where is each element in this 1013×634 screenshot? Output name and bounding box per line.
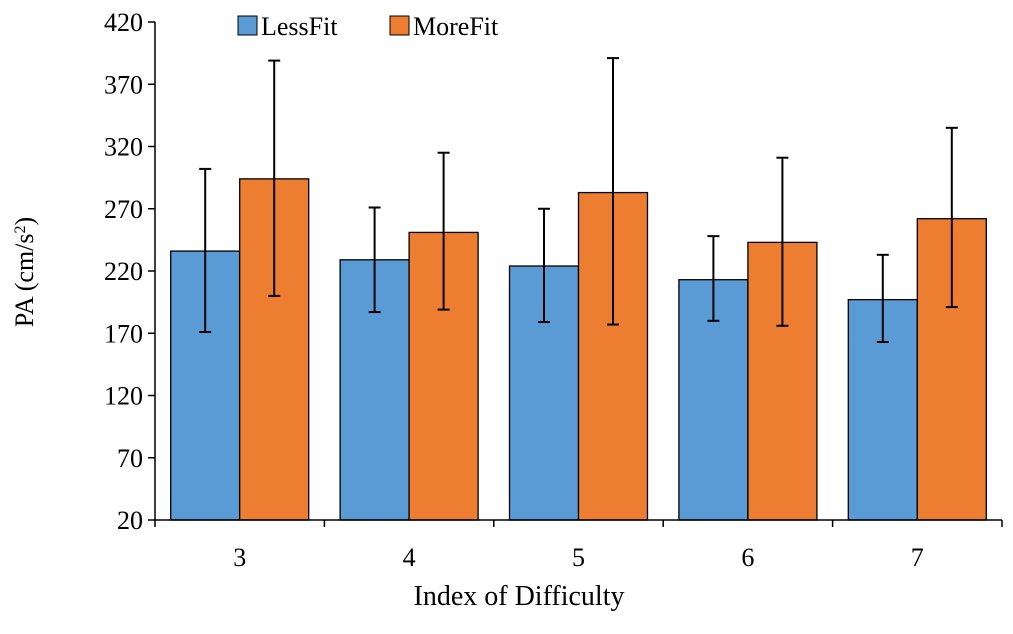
- y-tick-label-370: 370: [104, 70, 143, 99]
- y-tick-label-320: 320: [104, 133, 143, 162]
- y-axis-title-text: PA (cm/s: [10, 233, 39, 327]
- legend-label-morefit: MoreFit: [413, 12, 499, 41]
- x-tick-label-3: 3: [233, 543, 246, 572]
- y-tick-label-20: 20: [117, 506, 143, 535]
- y-axis-title: PA (cm/s2): [10, 217, 39, 327]
- y-axis-title-close: ): [10, 217, 39, 226]
- y-axis-title-superscript: 2: [12, 225, 29, 233]
- x-tick-label-7: 7: [911, 543, 924, 572]
- y-tick-label-120: 120: [104, 382, 143, 411]
- axes-layer: 20 70 120 170 220 270 320 370 420 3 4 5 6 7: [104, 8, 1003, 572]
- y-tick-label-70: 70: [117, 444, 143, 473]
- x-tick-label-5: 5: [572, 543, 585, 572]
- x-tick-label-4: 4: [403, 543, 416, 572]
- legend-swatch-morefit: [389, 15, 410, 36]
- bars-layer: [170, 178, 987, 521]
- x-tick-label-6: 6: [741, 543, 754, 572]
- legend: LessFit MoreFit: [237, 12, 499, 41]
- legend-swatch-lessfit: [237, 15, 258, 36]
- y-tick-label-220: 220: [104, 257, 143, 286]
- y-tick-label-420: 420: [104, 8, 143, 37]
- x-axis-title: Index of Difficulty: [414, 581, 625, 612]
- y-tick-label-170: 170: [104, 319, 143, 348]
- error-bars-layer: [199, 57, 958, 343]
- legend-label-lessfit: LessFit: [261, 12, 338, 41]
- y-tick-label-270: 270: [104, 195, 143, 224]
